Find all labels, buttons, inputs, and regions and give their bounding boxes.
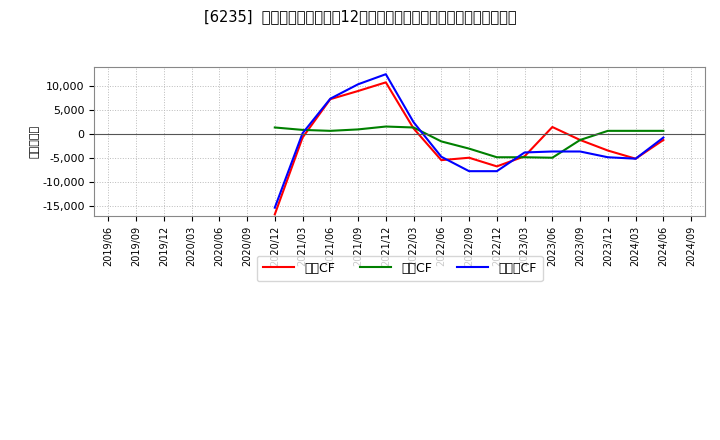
Y-axis label: （百万円）: （百万円） (30, 125, 40, 158)
Legend: 営業CF, 投資CF, フリーCF: 営業CF, 投資CF, フリーCF (256, 256, 543, 281)
Text: [6235]  キャッシュフローの12か月移動合計の対前年同期増減額の推移: [6235] キャッシュフローの12か月移動合計の対前年同期増減額の推移 (204, 9, 516, 24)
